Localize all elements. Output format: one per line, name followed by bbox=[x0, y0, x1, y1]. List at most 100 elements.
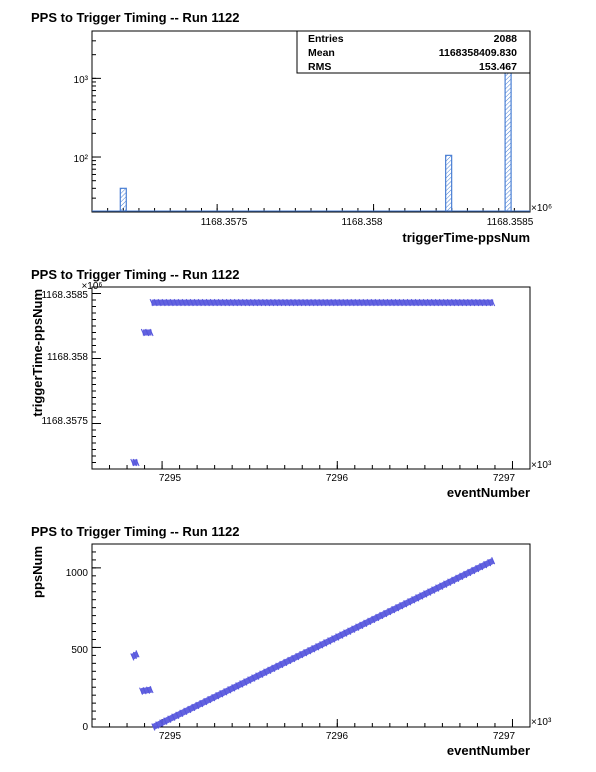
data-point bbox=[475, 298, 480, 307]
data-point bbox=[414, 298, 419, 307]
data-point bbox=[275, 662, 280, 671]
data-point bbox=[238, 298, 242, 307]
data-point bbox=[463, 570, 468, 579]
data-point bbox=[155, 721, 160, 729]
plot-frame bbox=[91, 286, 531, 470]
data-point-run bbox=[140, 686, 153, 695]
data-point bbox=[338, 298, 343, 307]
data-point bbox=[483, 298, 488, 307]
data-point bbox=[467, 568, 472, 577]
data-point bbox=[163, 717, 168, 725]
x-tick-label: 7296 bbox=[326, 473, 349, 484]
data-point bbox=[467, 298, 472, 307]
data-point bbox=[205, 298, 210, 307]
data-point bbox=[306, 298, 311, 307]
data-point bbox=[181, 298, 186, 307]
data-point bbox=[415, 594, 420, 602]
stats-label-rms: RMS bbox=[308, 61, 331, 73]
data-point bbox=[177, 298, 182, 307]
data-point bbox=[146, 686, 151, 694]
data-point bbox=[483, 560, 488, 569]
data-point bbox=[354, 298, 359, 307]
data-point bbox=[221, 298, 226, 307]
data-point bbox=[290, 298, 295, 307]
data-point bbox=[438, 298, 443, 307]
data-point bbox=[374, 298, 379, 307]
x-tick-label: 1168.358 bbox=[342, 217, 383, 228]
data-point bbox=[243, 678, 248, 686]
data-point bbox=[326, 298, 331, 307]
y-tick-label: 1168.3585 bbox=[41, 290, 88, 301]
data-point bbox=[259, 670, 264, 678]
data-point bbox=[479, 298, 484, 307]
data-point bbox=[175, 711, 180, 719]
data-point bbox=[130, 458, 135, 467]
data-point bbox=[342, 298, 347, 307]
data-point bbox=[187, 705, 192, 714]
data-point bbox=[418, 298, 423, 307]
data-point bbox=[402, 298, 407, 307]
data-point bbox=[302, 298, 307, 307]
data-point bbox=[443, 580, 448, 588]
data-point bbox=[407, 598, 412, 606]
data-point bbox=[394, 298, 399, 307]
data-point bbox=[319, 641, 324, 649]
data-point bbox=[322, 298, 327, 307]
data-point bbox=[475, 564, 480, 573]
x-exponent-label: ×10³ bbox=[531, 460, 552, 471]
data-point bbox=[427, 588, 432, 596]
data-point bbox=[274, 298, 279, 307]
data-point bbox=[387, 607, 392, 616]
y-tick-label: 1168.358 bbox=[47, 352, 88, 363]
histogram-bar bbox=[119, 187, 127, 212]
data-point bbox=[471, 566, 476, 575]
data-point bbox=[347, 627, 352, 635]
data-point bbox=[363, 619, 368, 628]
x-tick-label: 1168.3575 bbox=[201, 217, 248, 228]
y-tick-label: 10³ bbox=[74, 75, 89, 86]
data-point bbox=[303, 648, 308, 657]
data-point bbox=[153, 298, 158, 307]
data-point bbox=[165, 298, 170, 307]
data-point bbox=[132, 458, 137, 467]
data-point bbox=[430, 298, 435, 307]
x-tick-label: 7297 bbox=[493, 731, 516, 742]
data-point bbox=[339, 631, 344, 639]
data-point bbox=[132, 651, 137, 660]
data-point bbox=[378, 298, 383, 307]
data-point bbox=[235, 682, 240, 690]
data-point bbox=[366, 298, 371, 307]
data-point bbox=[359, 621, 364, 629]
data-point bbox=[398, 298, 403, 307]
data-point bbox=[282, 298, 287, 307]
data-point bbox=[487, 298, 492, 307]
data-point bbox=[439, 582, 444, 590]
data-point bbox=[431, 586, 436, 594]
data-point bbox=[395, 603, 400, 612]
data-point bbox=[422, 298, 427, 307]
data-point bbox=[459, 298, 464, 307]
data-point bbox=[287, 656, 292, 665]
data-point bbox=[411, 596, 416, 604]
data-point bbox=[139, 687, 144, 695]
data-point bbox=[270, 298, 275, 307]
data-point bbox=[447, 578, 452, 586]
data-point bbox=[193, 298, 198, 307]
data-point bbox=[451, 576, 456, 584]
data-point bbox=[189, 298, 194, 307]
data-point bbox=[487, 558, 492, 567]
data-point bbox=[423, 590, 428, 598]
data-point bbox=[142, 686, 147, 695]
x-tick-label: 7296 bbox=[326, 731, 349, 742]
data-point bbox=[159, 719, 164, 727]
y-axis-label: ppsNum bbox=[30, 546, 45, 598]
data-point bbox=[455, 574, 460, 583]
y-exponent-label: ×10⁶ bbox=[81, 281, 102, 292]
data-point bbox=[291, 654, 296, 663]
data-point bbox=[318, 298, 323, 307]
x-tick-label: 1168.3585 bbox=[487, 217, 534, 228]
data-point bbox=[298, 298, 303, 307]
data-point bbox=[283, 658, 288, 667]
stats-value-entries: 2088 bbox=[494, 33, 518, 45]
data-point bbox=[219, 690, 224, 698]
